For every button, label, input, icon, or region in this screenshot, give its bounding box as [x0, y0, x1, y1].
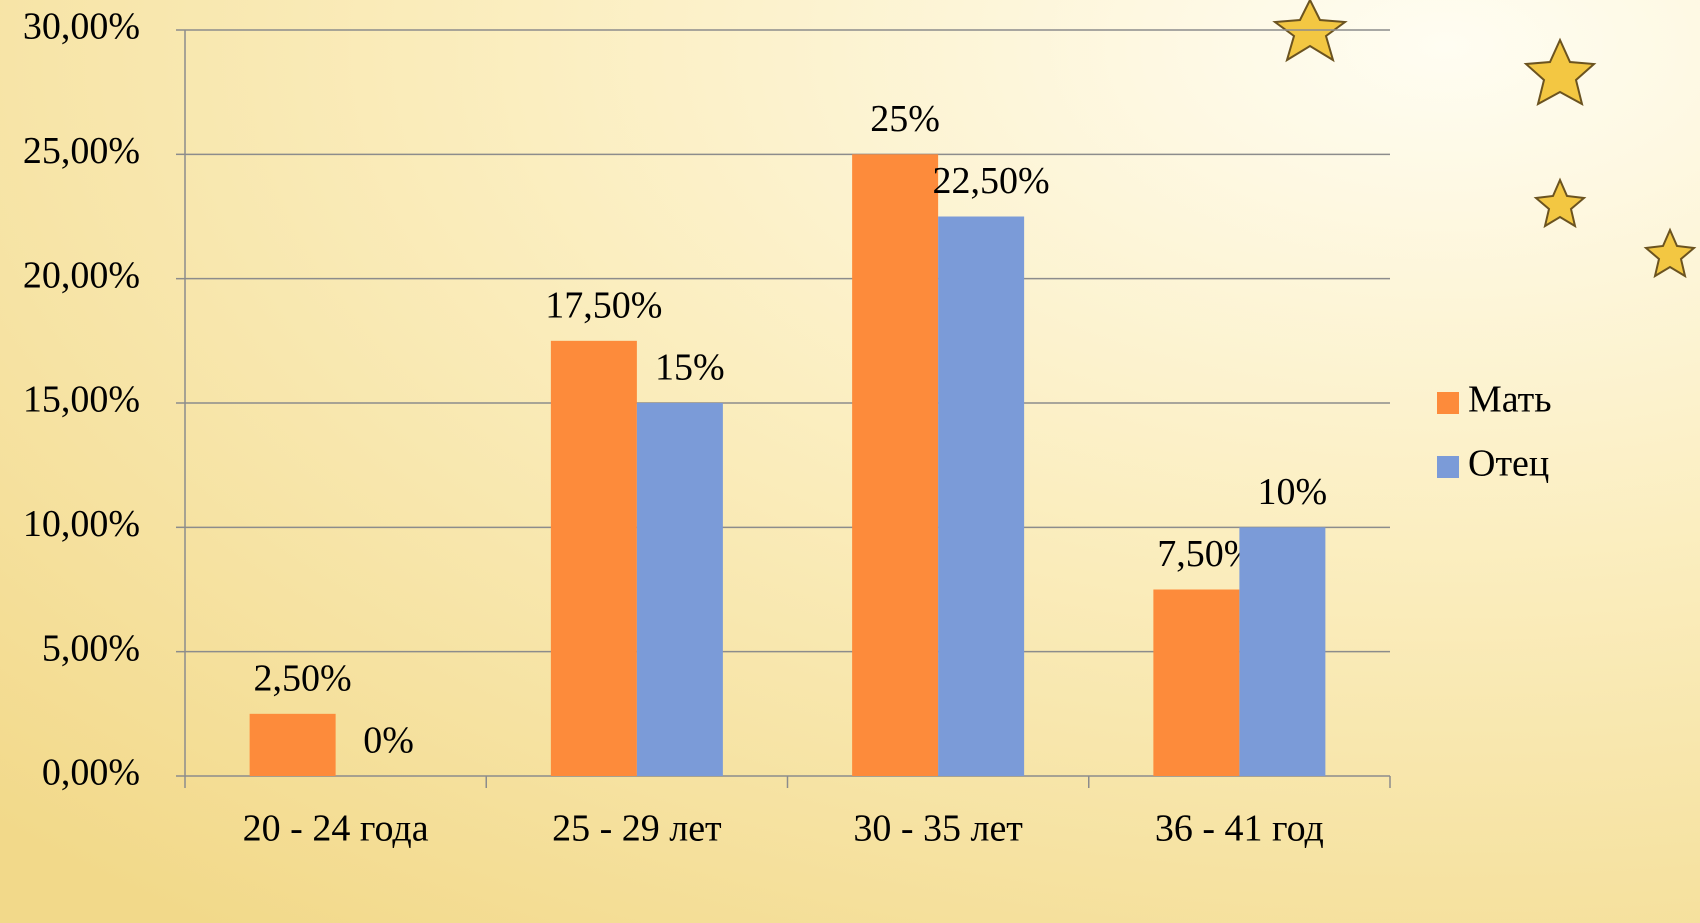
bar — [636, 403, 723, 776]
bar — [852, 154, 939, 777]
data-label: 25% — [870, 98, 940, 140]
y-tick-label: 20,00% — [23, 254, 140, 296]
data-label: 17,50% — [545, 285, 662, 327]
bar — [938, 216, 1025, 776]
x-tick-label: 36 - 41 год — [1155, 808, 1324, 850]
y-tick-label: 30,00% — [23, 6, 140, 48]
legend-label: Отец — [1468, 443, 1549, 485]
data-label: 2,50% — [254, 658, 352, 700]
y-tick-label: 0,00% — [42, 752, 140, 794]
bar — [1239, 527, 1326, 776]
data-label: 7,50% — [1157, 533, 1255, 575]
y-tick-label: 5,00% — [42, 627, 140, 669]
x-tick-label: 30 - 35 лет — [853, 808, 1023, 850]
bar — [1153, 589, 1240, 776]
y-tick-label: 15,00% — [23, 379, 140, 421]
y-tick-label: 10,00% — [23, 503, 140, 545]
data-label: 15% — [655, 347, 725, 389]
x-tick-label: 20 - 24 года — [243, 808, 429, 850]
y-tick-label: 25,00% — [23, 130, 140, 172]
x-tick-label: 25 - 29 лет — [552, 808, 722, 850]
bar — [249, 713, 336, 776]
bar — [550, 340, 637, 776]
legend-swatch — [1437, 456, 1459, 478]
data-label: 0% — [363, 720, 414, 762]
data-label: 22,50% — [933, 160, 1050, 202]
legend-label: Мать — [1468, 379, 1552, 421]
data-label: 10% — [1258, 471, 1328, 513]
legend-swatch — [1437, 392, 1459, 414]
